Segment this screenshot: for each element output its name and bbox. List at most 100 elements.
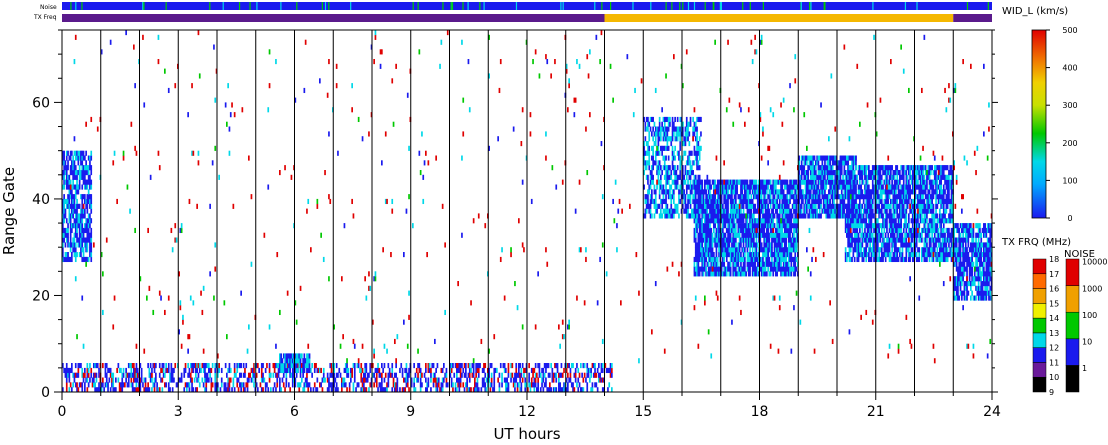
data-cell: [831, 208, 834, 214]
data-cell: [291, 367, 294, 374]
data-cell: [375, 377, 378, 383]
data-cell: [452, 363, 454, 369]
data-cell: [286, 358, 289, 364]
data-cell: [804, 189, 807, 195]
data-cell: [834, 194, 837, 200]
data-cell: [778, 189, 781, 195]
data-cell: [645, 165, 648, 171]
data-cell: [747, 256, 750, 263]
data-cell: [63, 170, 65, 176]
data-cell: [875, 227, 878, 234]
data-cell: [902, 208, 905, 214]
data-cell: [767, 223, 769, 229]
data-cell: [895, 170, 897, 176]
data-cell: [820, 184, 822, 190]
data-cell: [217, 363, 219, 369]
data-cell: [669, 194, 671, 200]
data-cell: [702, 194, 705, 200]
data-cell: [315, 387, 317, 393]
data-cell: [693, 189, 696, 195]
data-cell: [733, 184, 736, 190]
data-cell: [706, 194, 709, 200]
data-cell: [673, 198, 675, 205]
data-cell: [877, 223, 879, 229]
data-cell: [134, 372, 136, 378]
data-cell: [68, 213, 71, 219]
data-cell: [725, 194, 728, 200]
data-cell: [750, 198, 753, 205]
data-cell: [643, 184, 645, 190]
data-cell: [294, 382, 297, 388]
data-cell: [884, 184, 887, 190]
noise-marker: [462, 2, 464, 10]
data-cell: [870, 227, 873, 234]
data-cell: [67, 223, 69, 229]
data-cell: [738, 271, 741, 277]
data-cell: [897, 203, 900, 209]
data-cell: [864, 194, 866, 200]
data-cell: [335, 387, 338, 393]
data-cell: [847, 179, 849, 185]
data-cell: [78, 227, 81, 234]
data-cell: [515, 367, 518, 374]
data-cell: [80, 363, 82, 369]
data-cell: [74, 218, 77, 224]
data-cell: [807, 189, 809, 195]
data-cell: [437, 377, 440, 383]
data-cell: [661, 189, 663, 195]
data-cell: [722, 218, 724, 224]
data-cell: [789, 252, 791, 258]
data-cell: [821, 165, 824, 171]
data-cell: [746, 266, 749, 272]
data-cell: [484, 387, 487, 393]
data-cell: [877, 232, 879, 238]
data-cell: [782, 218, 785, 224]
data-cell: [750, 242, 753, 248]
data-cell: [892, 252, 895, 258]
data-cell: [720, 179, 723, 185]
data-cell: [679, 189, 682, 195]
data-cell: [320, 367, 322, 374]
data-cell: [908, 184, 910, 190]
data-cell: [73, 165, 76, 171]
data-cell: [909, 252, 911, 258]
data-cell: [670, 203, 673, 209]
data-cell: [80, 252, 82, 258]
data-cell: [697, 247, 700, 253]
data-cell: [851, 208, 853, 214]
data-cell: [843, 179, 846, 185]
data-cell: [697, 223, 700, 229]
data-cell: [728, 237, 731, 243]
data-cell: [312, 387, 315, 393]
data-cell: [578, 372, 581, 378]
data-cell: [669, 174, 671, 180]
data-cell: [740, 242, 742, 248]
data-cell: [857, 256, 860, 263]
data-cell: [676, 131, 679, 137]
data-cell: [360, 363, 363, 369]
data-cell: [831, 184, 834, 190]
data-cell: [395, 372, 397, 378]
data-cell: [844, 203, 847, 209]
data-cell: [701, 203, 704, 209]
data-cell: [826, 213, 829, 219]
data-cell: [583, 363, 586, 369]
data-cell: [170, 363, 173, 369]
data-cell: [71, 252, 73, 258]
data-cell: [671, 165, 674, 171]
data-cell: [760, 184, 763, 190]
data-cell: [879, 194, 882, 200]
data-cell: [285, 353, 288, 359]
data-cell: [821, 208, 824, 214]
data-cell: [191, 387, 193, 393]
data-cell: [290, 363, 293, 369]
data-cell: [667, 213, 670, 219]
data-cell: [740, 213, 742, 219]
data-cell: [851, 223, 853, 229]
data-cell: [824, 184, 826, 190]
data-cell: [558, 372, 560, 378]
data-cell: [723, 218, 725, 224]
data-cell: [675, 184, 678, 190]
data-cell: [766, 227, 768, 234]
data-cell: [691, 208, 693, 214]
